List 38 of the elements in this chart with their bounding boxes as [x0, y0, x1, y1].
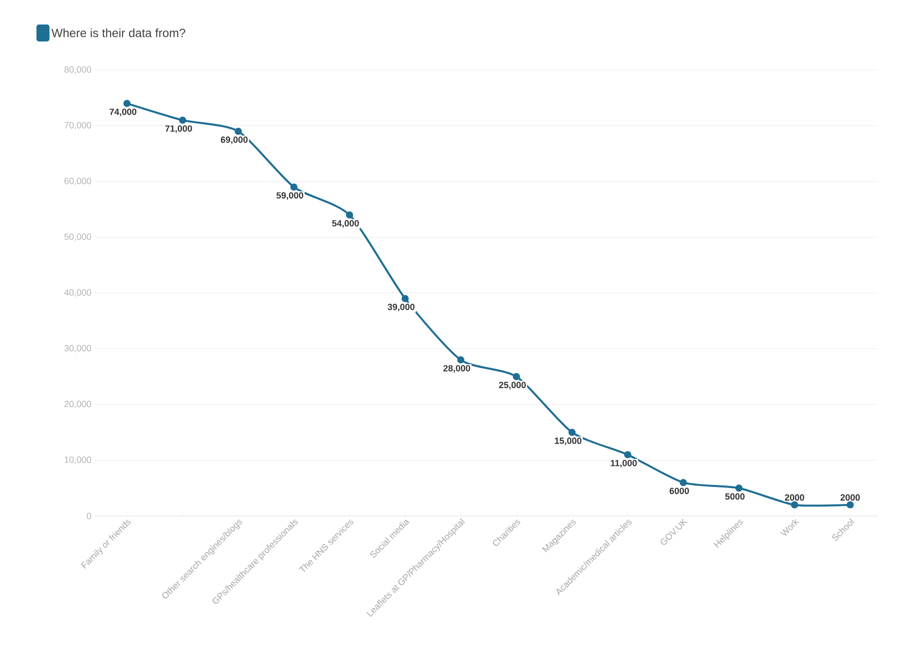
data-label: 71,000 [165, 125, 192, 134]
point [123, 100, 131, 108]
y-tick-label: 10,000 [64, 456, 92, 464]
point [457, 356, 464, 364]
data-label: 28,000 [443, 365, 470, 373]
y-tick-label: 50,000 [64, 234, 92, 241]
y-tick-label: 70,000 [64, 122, 92, 130]
data-label: 69,000 [220, 136, 248, 144]
legend-label: Where is their data from? [52, 28, 186, 38]
y-tick-label: 40,000 [64, 289, 92, 297]
point [846, 501, 854, 508]
point [512, 373, 520, 380]
point [346, 211, 354, 219]
y-tick-label: 20,000 [64, 400, 92, 408]
data-label: 5000 [725, 493, 745, 500]
point [680, 478, 687, 486]
y-tick-label: 30,000 [64, 345, 92, 352]
data-label: 25,000 [499, 382, 526, 390]
y-tick-label: 80,000 [64, 66, 92, 74]
point [179, 116, 186, 124]
point [735, 484, 743, 492]
point [234, 128, 242, 135]
data-label: 15,000 [554, 438, 582, 446]
data-label: 2000 [840, 494, 860, 501]
point [568, 428, 576, 436]
data-label: 59,000 [276, 192, 304, 200]
data-label: 74,000 [110, 108, 136, 116]
data-label: 54,000 [332, 220, 359, 228]
data-label: 39,000 [388, 304, 415, 312]
point [790, 501, 798, 508]
data-label: 2000 [784, 494, 804, 501]
data-label: 6000 [670, 488, 689, 494]
point [624, 451, 632, 458]
y-tick-label: 0 [86, 512, 92, 520]
data-label: 11,000 [610, 460, 637, 468]
point [290, 183, 298, 191]
y-tick-label: 60,000 [64, 178, 92, 186]
point [402, 294, 409, 302]
